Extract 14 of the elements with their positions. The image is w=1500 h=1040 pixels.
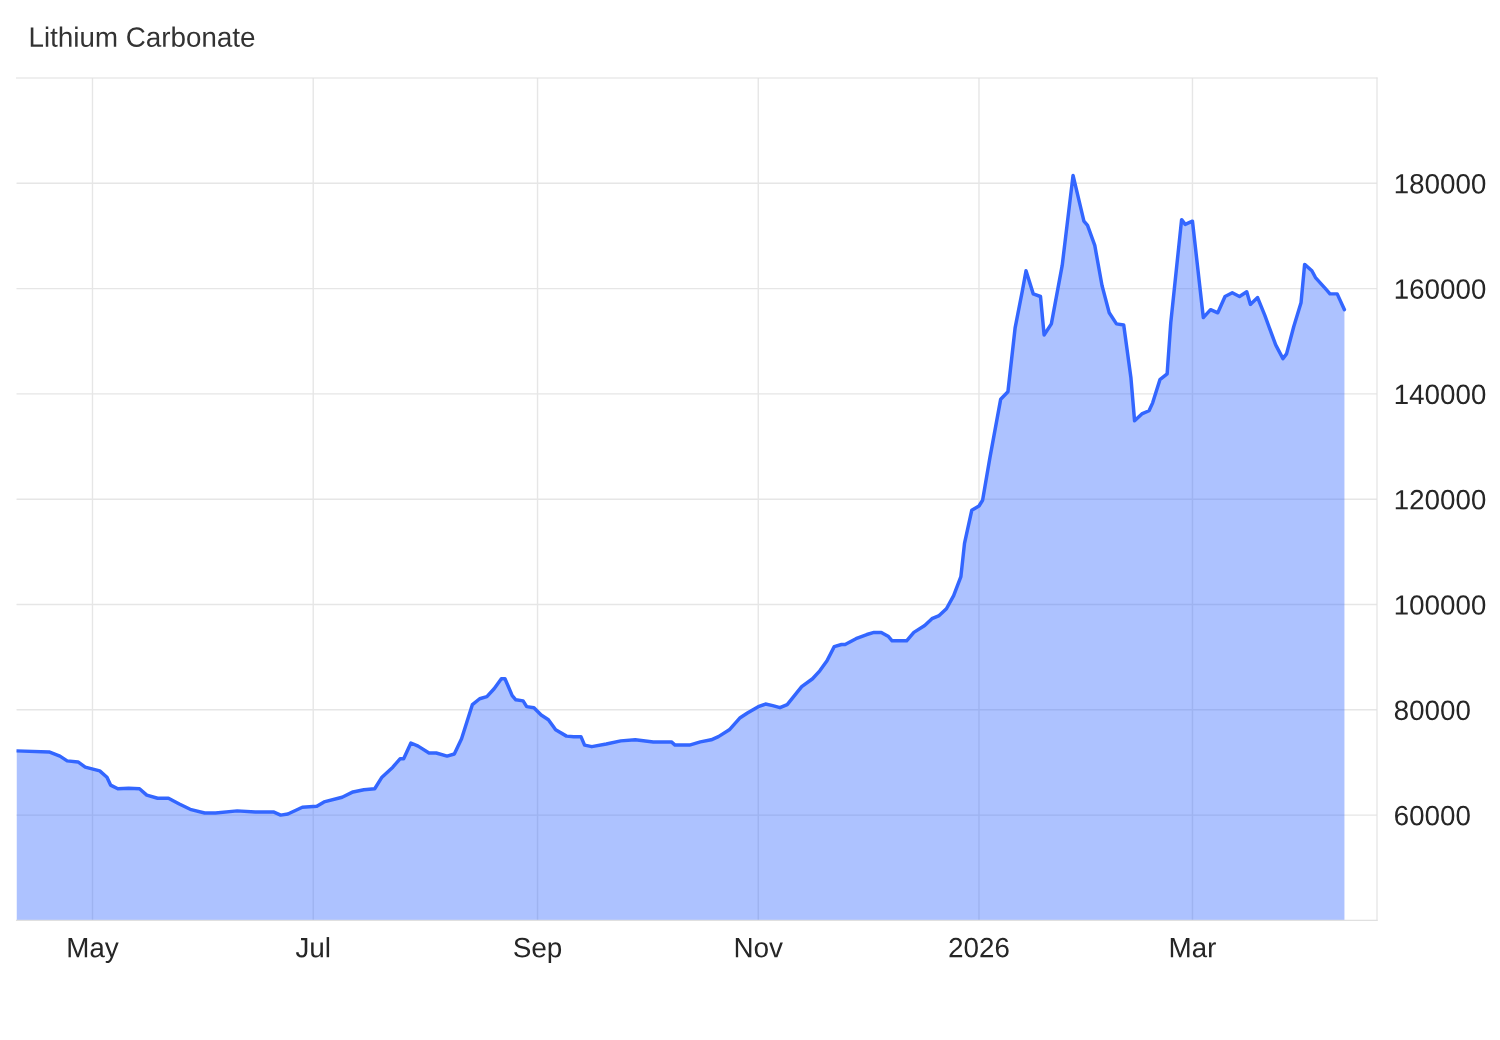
y-tick-label: 120000 (1395, 489, 1486, 510)
x-tick-label: Sep (514, 937, 562, 963)
chart-title: Lithium Carbonate (30, 26, 255, 47)
x-tick-label: May (68, 938, 119, 963)
y-tick-label: 180000 (1395, 173, 1486, 194)
x-tick-label: Mar (1170, 938, 1216, 958)
x-tick-label: 2026 (949, 937, 1009, 958)
x-tick-label: Jul (295, 937, 330, 958)
y-tick-label: 160000 (1395, 279, 1486, 299)
x-tick-label: Nov (735, 938, 783, 958)
y-tick-label: 140000 (1395, 384, 1486, 405)
y-tick-label: 80000 (1394, 700, 1470, 721)
y-tick-label: 60000 (1395, 805, 1470, 826)
y-tick-label: 100000 (1395, 595, 1486, 615)
